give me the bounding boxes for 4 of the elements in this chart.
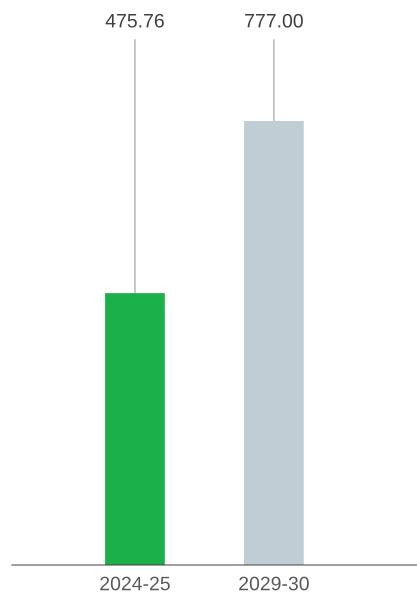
x-tick-label: 2029-30 xyxy=(239,576,309,590)
data-label: 777.00 xyxy=(245,14,303,28)
x-tick-label: 2024-25 xyxy=(100,576,170,590)
data-label: 475.76 xyxy=(106,14,164,28)
